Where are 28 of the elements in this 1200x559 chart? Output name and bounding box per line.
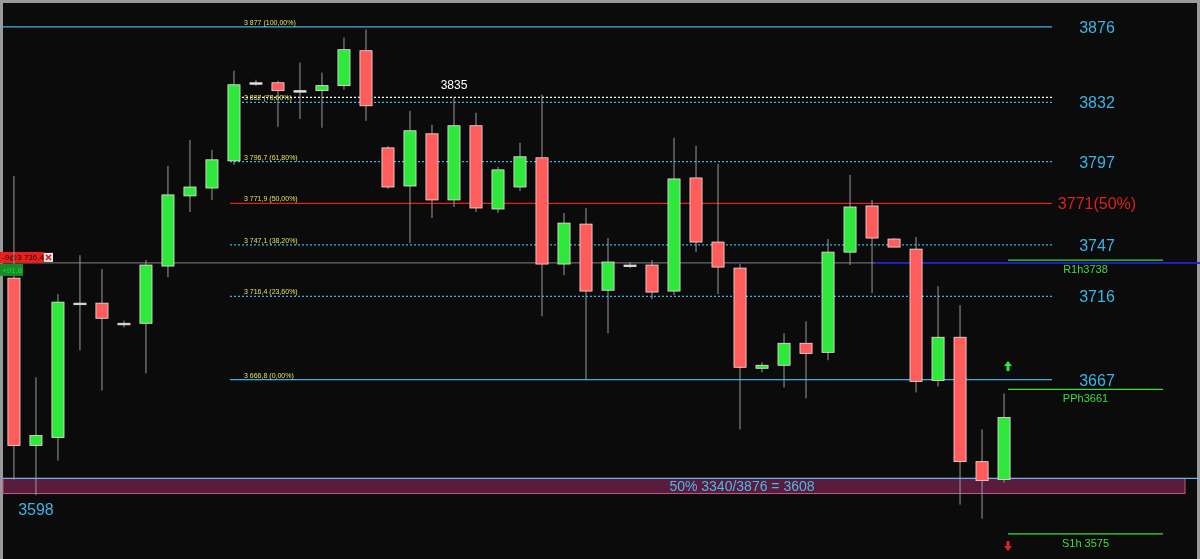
candlestick: [95, 268, 109, 391]
text: 3797: [1079, 153, 1115, 171]
text: 3876: [1079, 18, 1115, 36]
ref-line-label: -9@3 736,4: [2, 253, 45, 263]
candlestick: [293, 62, 307, 120]
text: 3747: [1079, 236, 1115, 254]
candlestick: [975, 429, 989, 520]
annotation: 3835: [440, 78, 468, 93]
candlestick: [117, 320, 131, 328]
ref-line-label: R1h3738: [1063, 263, 1108, 276]
candlestick: [29, 376, 43, 496]
text: 3667: [1079, 371, 1115, 389]
annotation: +91,8: [2, 265, 23, 275]
text: 3832: [1079, 94, 1115, 112]
candlestick: [315, 72, 329, 129]
candlestick: [249, 79, 263, 87]
candlestick: [799, 320, 813, 399]
text: 3771(50%): [1057, 195, 1137, 213]
annotation: 3598: [18, 501, 54, 519]
candlestick: [623, 261, 637, 269]
band-label: 50% 3340/3876 = 3608: [669, 477, 815, 494]
ref-line-label: PPh3661: [1062, 392, 1109, 405]
text: 3716: [1079, 288, 1115, 306]
candlestick: [183, 139, 197, 213]
candlestick: [777, 332, 791, 388]
candlestick: [73, 254, 87, 351]
candlestick: [755, 361, 769, 373]
ref-line-label: S1h 3575: [1061, 536, 1110, 549]
